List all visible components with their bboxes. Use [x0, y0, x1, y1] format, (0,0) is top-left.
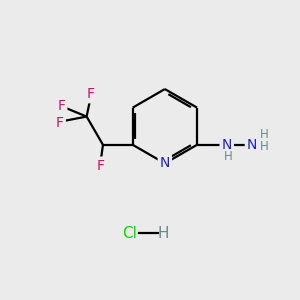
Text: N: N — [160, 156, 170, 170]
Text: N: N — [247, 138, 257, 152]
Text: F: F — [97, 159, 105, 172]
Text: N: N — [222, 138, 232, 152]
Text: H: H — [224, 150, 233, 163]
Text: H: H — [260, 128, 268, 141]
Text: Cl: Cl — [122, 226, 136, 241]
Text: H: H — [260, 140, 268, 153]
Text: F: F — [87, 87, 95, 101]
Text: F: F — [57, 99, 65, 113]
Text: F: F — [56, 116, 64, 130]
Text: H: H — [158, 226, 169, 241]
